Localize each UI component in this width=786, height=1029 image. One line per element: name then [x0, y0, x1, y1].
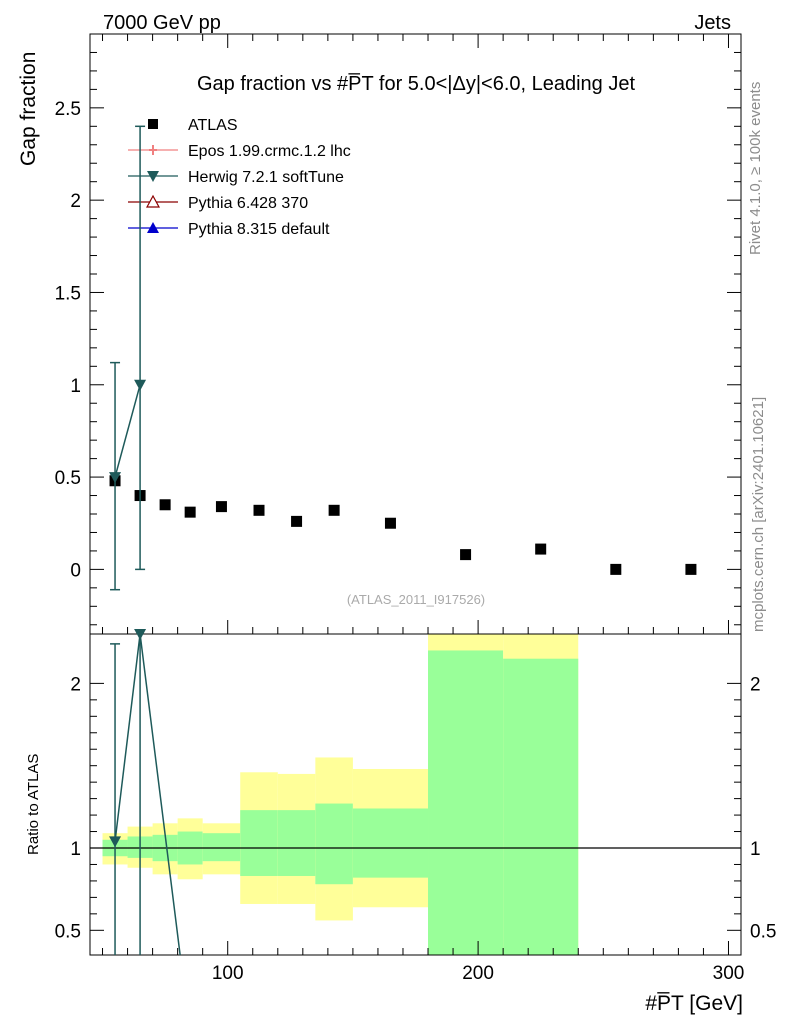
atlas-point — [253, 504, 265, 516]
ratio-band-green — [277, 810, 316, 876]
main-data — [109, 125, 697, 591]
atlas-point — [291, 515, 303, 527]
herwig-ratio-point — [109, 836, 122, 848]
x-axis-title: #P̅T [GeV] — [645, 992, 743, 1015]
ratio-tick-label-right: 0.5 — [750, 921, 776, 942]
legend-marker-herwig — [147, 171, 159, 182]
legend-marker-pythia8 — [147, 222, 159, 233]
y-tick-label: 2.5 — [55, 99, 81, 120]
herwig-ratio-point — [134, 629, 147, 640]
header-energy: 7000 GeV pp — [103, 12, 221, 34]
ratio-band-green — [315, 803, 353, 885]
ratio-tick-label-right: 2 — [750, 674, 761, 695]
y-tick-label: 1 — [70, 376, 81, 397]
ratio-tick-label-right: 1 — [750, 839, 761, 860]
legend-label-2: Herwig 7.2.1 softTune — [188, 169, 344, 186]
legend-label-1: Epos 1.99.crmc.1.2 lhc — [188, 143, 351, 160]
header-process: Jets — [694, 12, 731, 34]
x-tick-label: 200 — [462, 963, 494, 984]
ratio-band-green — [503, 658, 579, 955]
ratio-tick-label: 0.5 — [55, 921, 81, 942]
ratio-panel: 0.5 0.5 1 1 2 2 — [55, 629, 777, 956]
ratio-panel-frame — [89, 633, 742, 956]
legend-marker-epos — [149, 145, 157, 155]
ratio-band-green — [352, 808, 429, 878]
y-tick-label: 2 — [70, 191, 81, 212]
x-tick-label: 300 — [713, 963, 745, 984]
rivet-label: Rivet 4.1.0, ≥ 100k events — [747, 82, 764, 255]
atlas-point — [159, 499, 171, 511]
atlas-point — [460, 549, 472, 561]
ratio-band-green — [202, 833, 241, 862]
ratio-band-green — [240, 810, 278, 876]
atlas-point — [610, 563, 622, 575]
ratio-bands — [90, 634, 741, 955]
plot-title: Gap fraction vs #P̅T for 5.0<|Δy|<6.0, L… — [197, 72, 636, 95]
atlas-point — [184, 506, 196, 518]
legend: ATLAS Epos 1.99.crmc.1.2 lhc Herwig 7.2.1 … — [128, 117, 351, 238]
x-ticks: 100 200 300 — [102, 34, 745, 984]
y-tick-label: 0 — [70, 560, 81, 581]
ratio-tick-label: 1 — [70, 839, 81, 860]
ratio-data — [109, 629, 181, 956]
legend-label-3: Pythia 6.428 370 — [188, 195, 308, 212]
main-y-ticks: 0 0.5 1 1.5 2 2.5 — [55, 51, 741, 626]
atlas-point — [215, 501, 227, 513]
mcplots-label: mcplots.cern.ch [arXiv:2401.10621] — [750, 397, 767, 632]
ratio-y-ticks: 0.5 0.5 1 1 2 2 — [55, 674, 777, 942]
ratio-tick-label: 2 — [70, 674, 81, 695]
legend-label-4: Pythia 8.315 default — [188, 221, 330, 238]
atlas-point — [685, 563, 697, 575]
y-tick-label: 0.5 — [55, 468, 81, 489]
herwig-line — [114, 384, 141, 478]
watermark: (ATLAS_2011_I917526) — [347, 592, 485, 607]
y-tick-label: 1.5 — [55, 283, 81, 304]
herwig-point — [109, 472, 122, 484]
herwig-ratio-line — [114, 633, 181, 956]
y-axis-title: Gap fraction — [17, 52, 40, 166]
herwig-point — [134, 379, 147, 391]
x-tick-label: 100 — [212, 963, 244, 984]
main-panel: Gap fraction vs #P̅T for 5.0<|Δy|<6.0, L… — [55, 33, 742, 635]
atlas-point — [535, 543, 547, 555]
legend-marker-pythia6 — [145, 194, 161, 208]
legend-marker-atlas — [148, 119, 158, 129]
legend-label-0: ATLAS — [188, 117, 238, 134]
ratio-band-green — [428, 650, 504, 955]
atlas-point — [328, 504, 340, 516]
atlas-point — [384, 517, 396, 529]
ratio-axis-title: Ratio to ATLAS — [25, 754, 42, 855]
